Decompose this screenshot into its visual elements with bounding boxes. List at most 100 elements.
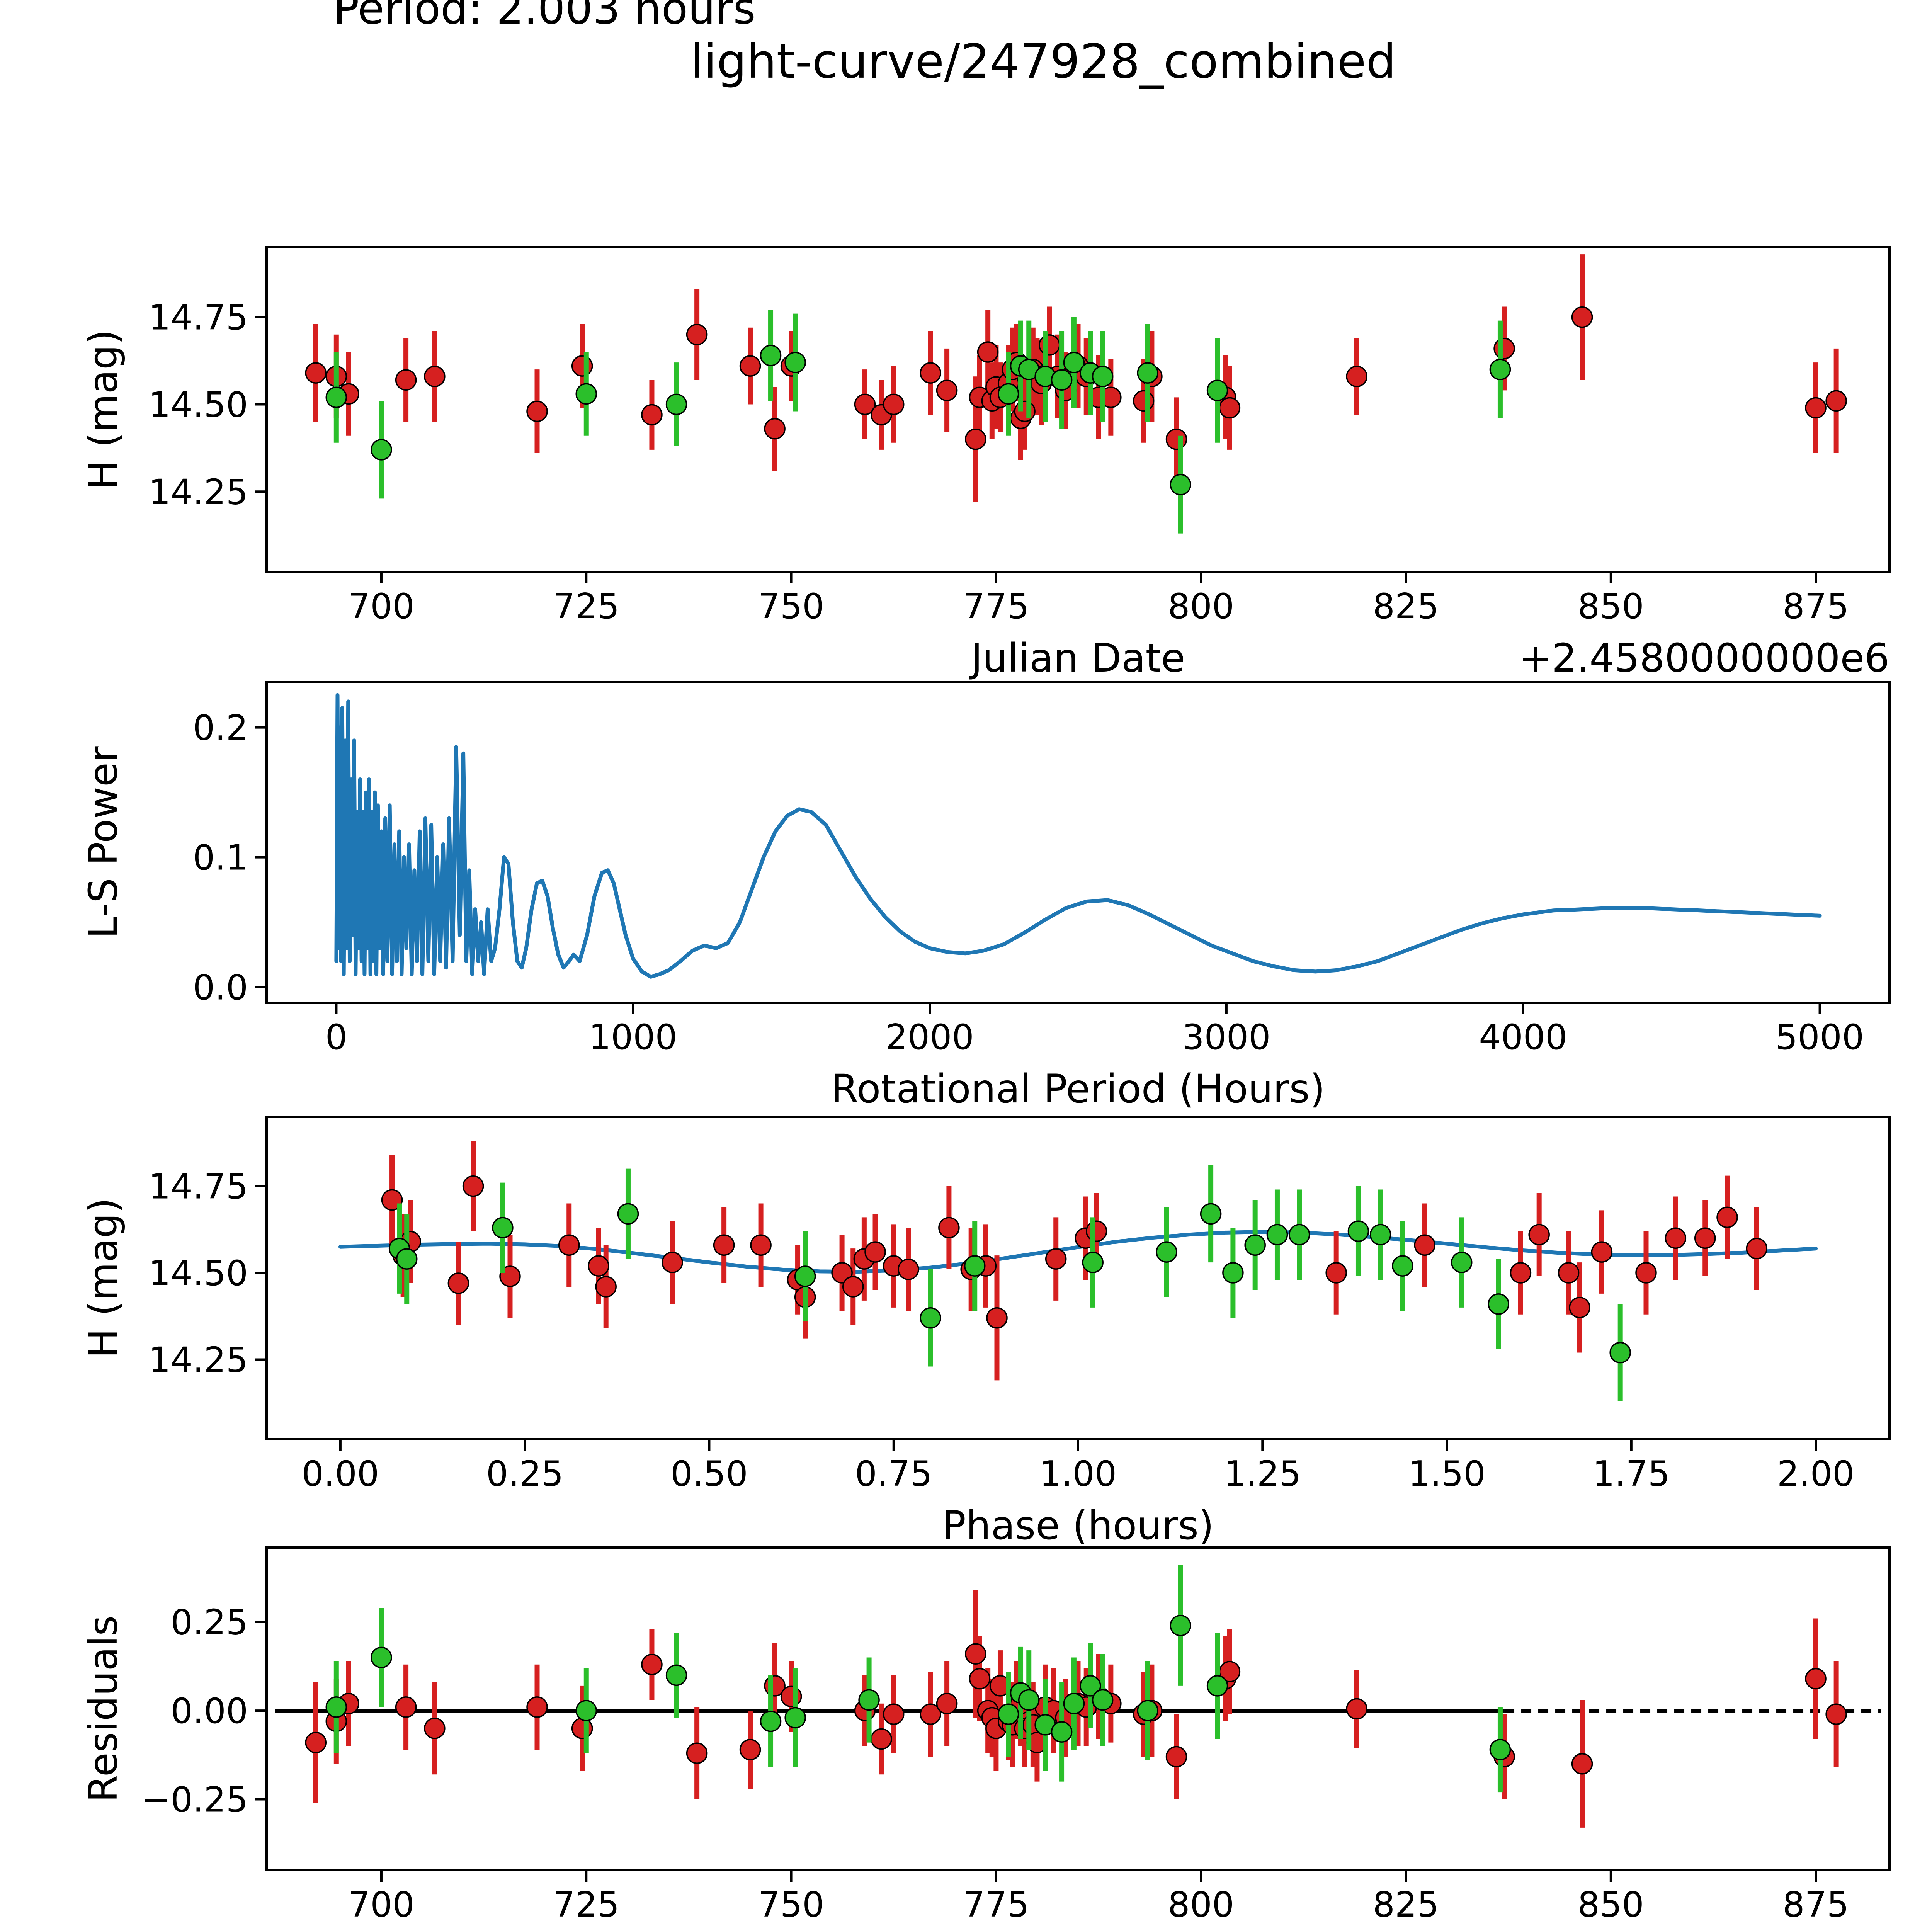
- red-points-marker: [395, 1696, 417, 1718]
- y-tick-label: 0.2: [193, 708, 248, 748]
- red-points-marker: [595, 1276, 617, 1298]
- green-points-marker: [1080, 1675, 1101, 1697]
- red-points-marker: [986, 1307, 1008, 1329]
- x-tick-label: 3000: [1182, 1017, 1270, 1058]
- red-points-marker: [898, 1259, 919, 1280]
- red-points-marker: [883, 1703, 905, 1725]
- green-points-marker: [1200, 1203, 1222, 1225]
- x-tick-label: 2.00: [1777, 1454, 1854, 1494]
- y-tick-label: −0.25: [141, 1779, 248, 1820]
- red-points-marker: [871, 1728, 892, 1750]
- red-points-marker: [977, 341, 999, 363]
- x-tick-label: 0.25: [486, 1454, 563, 1494]
- red-points-marker: [1039, 334, 1060, 356]
- red-points-marker: [1746, 1238, 1768, 1259]
- x-tick-label: 1000: [589, 1017, 677, 1058]
- red-points-marker: [424, 366, 446, 387]
- red-points-marker: [1635, 1262, 1657, 1284]
- red-points-marker: [920, 362, 941, 384]
- figure-title: light-curve/247928_combined: [690, 34, 1396, 89]
- red-points-marker: [1133, 390, 1155, 412]
- green-points-marker: [1488, 1293, 1509, 1315]
- green-points-marker: [1170, 1615, 1191, 1636]
- period-annotation: Period: 2.003 hours: [333, 0, 756, 34]
- red-points-marker: [969, 1668, 991, 1690]
- red-points-marker: [1085, 1220, 1107, 1242]
- periodogram-panel: 0 1000 2000 3000 4000 5000 0.0 0.1 0.2 Rotational…: [80, 681, 1891, 1112]
- green-points-marker: [492, 1217, 514, 1239]
- green-points-marker: [396, 1248, 418, 1270]
- red-points-marker: [883, 393, 905, 415]
- red-points-marker: [571, 1718, 593, 1739]
- green-points-marker: [1369, 1224, 1391, 1246]
- red-points-marker: [1346, 1698, 1367, 1720]
- green-points-marker: [1063, 1692, 1085, 1714]
- x-tick-label: 1.75: [1593, 1454, 1670, 1494]
- y-axis-label: Residuals: [80, 1616, 126, 1803]
- red-points-marker: [1165, 429, 1187, 450]
- red-points-marker: [1325, 1262, 1347, 1284]
- red-points-marker: [739, 1739, 761, 1760]
- red-points-marker: [965, 1643, 986, 1665]
- y-tick-label: 14.50: [148, 1253, 248, 1294]
- y-tick-label: 14.75: [148, 298, 248, 338]
- green-points-marker: [1451, 1252, 1473, 1273]
- red-points-marker: [936, 379, 958, 401]
- green-points-marker: [1051, 1721, 1073, 1743]
- x-tick-label: 875: [1782, 1884, 1849, 1925]
- red-points-marker: [1219, 397, 1241, 419]
- red-points-marker: [764, 418, 786, 440]
- axes-spines: [265, 246, 1891, 573]
- x-tick-label: 1.25: [1224, 1454, 1301, 1494]
- red-points-marker: [447, 1272, 469, 1294]
- red-points-marker: [1558, 1262, 1580, 1284]
- red-points-marker: [662, 1252, 683, 1273]
- x-tick-label: 0: [325, 1017, 347, 1058]
- red-points-marker: [424, 1718, 446, 1739]
- x-axis-label: Rotational Period (Hours): [831, 1066, 1325, 1112]
- red-points-marker: [854, 393, 876, 415]
- x-tick-label: 800: [1168, 586, 1234, 627]
- green-points-marker: [784, 1707, 806, 1729]
- green-points-marker: [784, 352, 806, 373]
- red-points-marker: [938, 1217, 960, 1239]
- green-points-marker: [1288, 1224, 1310, 1246]
- y-tick-label: 14.25: [148, 1340, 248, 1380]
- y-tick-label: 14.50: [148, 384, 248, 425]
- red-points-marker: [1165, 1746, 1187, 1768]
- red-points-marker: [965, 429, 986, 450]
- red-points-marker: [305, 1731, 327, 1753]
- red-points-marker: [1045, 1248, 1067, 1270]
- red-points-marker: [713, 1234, 735, 1256]
- green-points-marker: [575, 1700, 597, 1721]
- red-points-marker: [780, 1685, 802, 1708]
- x-tick-label: 1.00: [1039, 1454, 1117, 1494]
- green-points-marker: [794, 1265, 816, 1287]
- green-points-marker: [858, 1689, 880, 1711]
- red-points-marker: [641, 1654, 663, 1675]
- y-tick-label: 0.1: [193, 838, 248, 878]
- green-points-marker: [1489, 1739, 1511, 1760]
- green-points-marker: [1092, 1689, 1114, 1711]
- y-axis-label: H (mag): [80, 1198, 126, 1358]
- green-points-marker: [1092, 366, 1114, 387]
- y-tick-label: 0.25: [171, 1602, 248, 1643]
- red-points-marker: [641, 404, 663, 426]
- green-points-marker: [1206, 1675, 1228, 1697]
- residuals-panel: 700725750775800825850875−0.250.000.25Jul…: [80, 1546, 1891, 1925]
- red-points-marker: [1665, 1227, 1687, 1249]
- red-points-marker: [1571, 1753, 1593, 1775]
- red-points-marker: [1346, 366, 1367, 387]
- red-points-marker: [686, 1742, 708, 1764]
- red-points-marker: [395, 369, 417, 391]
- x-tick-label: 750: [758, 1884, 825, 1925]
- green-points-marker: [920, 1307, 941, 1329]
- x-tick-label: 2000: [886, 1017, 974, 1058]
- red-points-marker: [526, 400, 548, 422]
- red-points-marker: [1528, 1224, 1550, 1246]
- red-points-marker: [558, 1234, 580, 1256]
- green-points-marker: [964, 1255, 986, 1277]
- x-axis-label: Phase (hours): [942, 1503, 1214, 1549]
- red-points-marker: [1694, 1227, 1716, 1249]
- red-points-marker: [1825, 390, 1847, 412]
